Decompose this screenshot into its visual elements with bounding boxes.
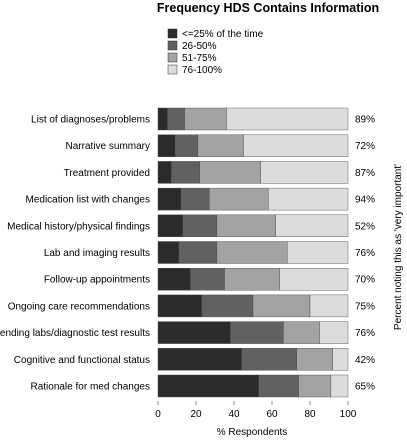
bar-segment-9-2 xyxy=(296,348,334,371)
legend-label-3: 76-100% xyxy=(182,65,222,76)
bar-segment-3-3 xyxy=(268,187,349,211)
category-label-5: Lab and imaging results xyxy=(44,248,150,259)
x-tick-label-0: 0 xyxy=(155,409,161,420)
right-value-6: 70% xyxy=(355,275,375,286)
bar-segment-4-3 xyxy=(275,214,349,238)
bar-segment-9-1 xyxy=(241,348,297,371)
legend-label-2: 51-75% xyxy=(182,53,217,64)
bar-segment-6-2 xyxy=(224,268,280,291)
category-label-7: Ongoing care recommendations xyxy=(8,301,150,312)
bar-segment-6-1 xyxy=(190,268,225,291)
right-value-4: 52% xyxy=(355,221,375,232)
chart-title: Frequency HDS Contains Information xyxy=(157,1,379,15)
category-label-6: Follow-up appointments xyxy=(44,275,150,286)
bar-segment-9-3 xyxy=(332,348,349,371)
bar-segment-1-3 xyxy=(243,134,349,157)
bar-segment-5-1 xyxy=(178,241,218,264)
bar-segment-2-3 xyxy=(260,161,349,184)
right-value-0: 89% xyxy=(355,115,375,126)
category-label-0: List of diagnoses/problems xyxy=(31,115,150,126)
bar-segment-5-3 xyxy=(287,241,349,264)
category-labels: List of diagnoses/problems Narrative summ… xyxy=(0,115,150,393)
legend-swatch-0 xyxy=(167,28,178,39)
bar-segment-10-3 xyxy=(330,374,349,398)
bar-segment-7-0 xyxy=(157,294,202,318)
category-label-4: Medical history/physical findings xyxy=(7,221,150,232)
right-value-7: 75% xyxy=(355,301,375,312)
right-value-1: 72% xyxy=(355,141,375,152)
bar-segment-8-1 xyxy=(229,321,284,344)
legend-swatch-3 xyxy=(167,64,178,75)
category-label-2: Treatment provided xyxy=(64,168,150,179)
bar-segment-7-3 xyxy=(309,294,349,318)
right-value-8: 76% xyxy=(355,328,375,339)
legend-swatch-2 xyxy=(167,52,178,63)
x-axis-title: % Respondents xyxy=(217,427,288,438)
bar-segment-3-2 xyxy=(209,187,269,211)
x-tick-label-3: 60 xyxy=(266,409,278,420)
category-label-1: Narrative summary xyxy=(66,141,150,152)
right-value-2: 87% xyxy=(355,168,375,179)
bar-segment-8-0 xyxy=(157,321,231,344)
bar-segment-0-0 xyxy=(157,107,168,131)
legend-label-0: <=25% of the time xyxy=(182,29,264,40)
right-value-9: 42% xyxy=(355,355,375,366)
right-value-labels: 89% 72% 87% 94% 52% 76% 70% 75% 76% 42% 65% xyxy=(355,115,375,393)
legend-label-1: 26-50% xyxy=(182,41,217,52)
bar-segment-4-0 xyxy=(157,214,183,238)
x-tick-label-4: 80 xyxy=(304,409,316,420)
bar-segment-0-1 xyxy=(167,107,185,131)
x-tick-label-1: 20 xyxy=(190,409,202,420)
bar-segment-10-1 xyxy=(258,374,299,398)
bar-segment-4-1 xyxy=(182,214,218,238)
bar-segment-1-0 xyxy=(157,134,176,157)
bar-segment-6-0 xyxy=(157,268,191,291)
right-value-3: 94% xyxy=(355,195,375,206)
x-tick-label-5: 100 xyxy=(340,409,357,420)
bar-segment-5-0 xyxy=(157,241,180,264)
bar-segment-1-1 xyxy=(174,134,199,157)
bar-segment-8-3 xyxy=(319,321,349,344)
bar-segment-3-1 xyxy=(180,187,210,211)
category-label-9: Cognitive and functional status xyxy=(14,355,150,366)
bar-segment-5-2 xyxy=(216,241,288,264)
bar-segment-6-3 xyxy=(279,268,349,291)
bar-segment-1-2 xyxy=(197,134,244,157)
bar-segment-8-2 xyxy=(283,321,320,344)
bar-segment-0-2 xyxy=(184,107,227,131)
bar-segment-10-2 xyxy=(298,374,332,398)
right-value-5: 76% xyxy=(355,248,375,259)
right-value-10: 65% xyxy=(355,382,375,393)
bar-segment-3-0 xyxy=(157,187,181,211)
category-label-3: Medication list with changes xyxy=(25,195,150,206)
bar-segment-4-2 xyxy=(216,214,276,238)
category-label-8: Pending labs/diagnostic test results xyxy=(0,328,150,339)
x-axis-ticks: 0 20 40 60 80 100 xyxy=(155,401,357,420)
bar-segment-2-1 xyxy=(171,161,201,184)
bar-segment-2-0 xyxy=(157,161,172,184)
category-label-10: Rationale for med changes xyxy=(30,382,150,393)
bar-segment-2-2 xyxy=(199,161,261,184)
bar-segment-7-1 xyxy=(201,294,254,318)
bar-segment-0-3 xyxy=(226,107,349,131)
bar-segment-10-0 xyxy=(157,374,259,398)
right-axis-title: Percent noting this as 'very important' xyxy=(393,164,404,330)
bar-segment-9-0 xyxy=(157,348,242,371)
bar-segment-7-2 xyxy=(252,294,311,318)
plot-area xyxy=(157,107,349,398)
legend-swatch-1 xyxy=(167,40,178,51)
x-tick-label-2: 40 xyxy=(228,409,240,420)
